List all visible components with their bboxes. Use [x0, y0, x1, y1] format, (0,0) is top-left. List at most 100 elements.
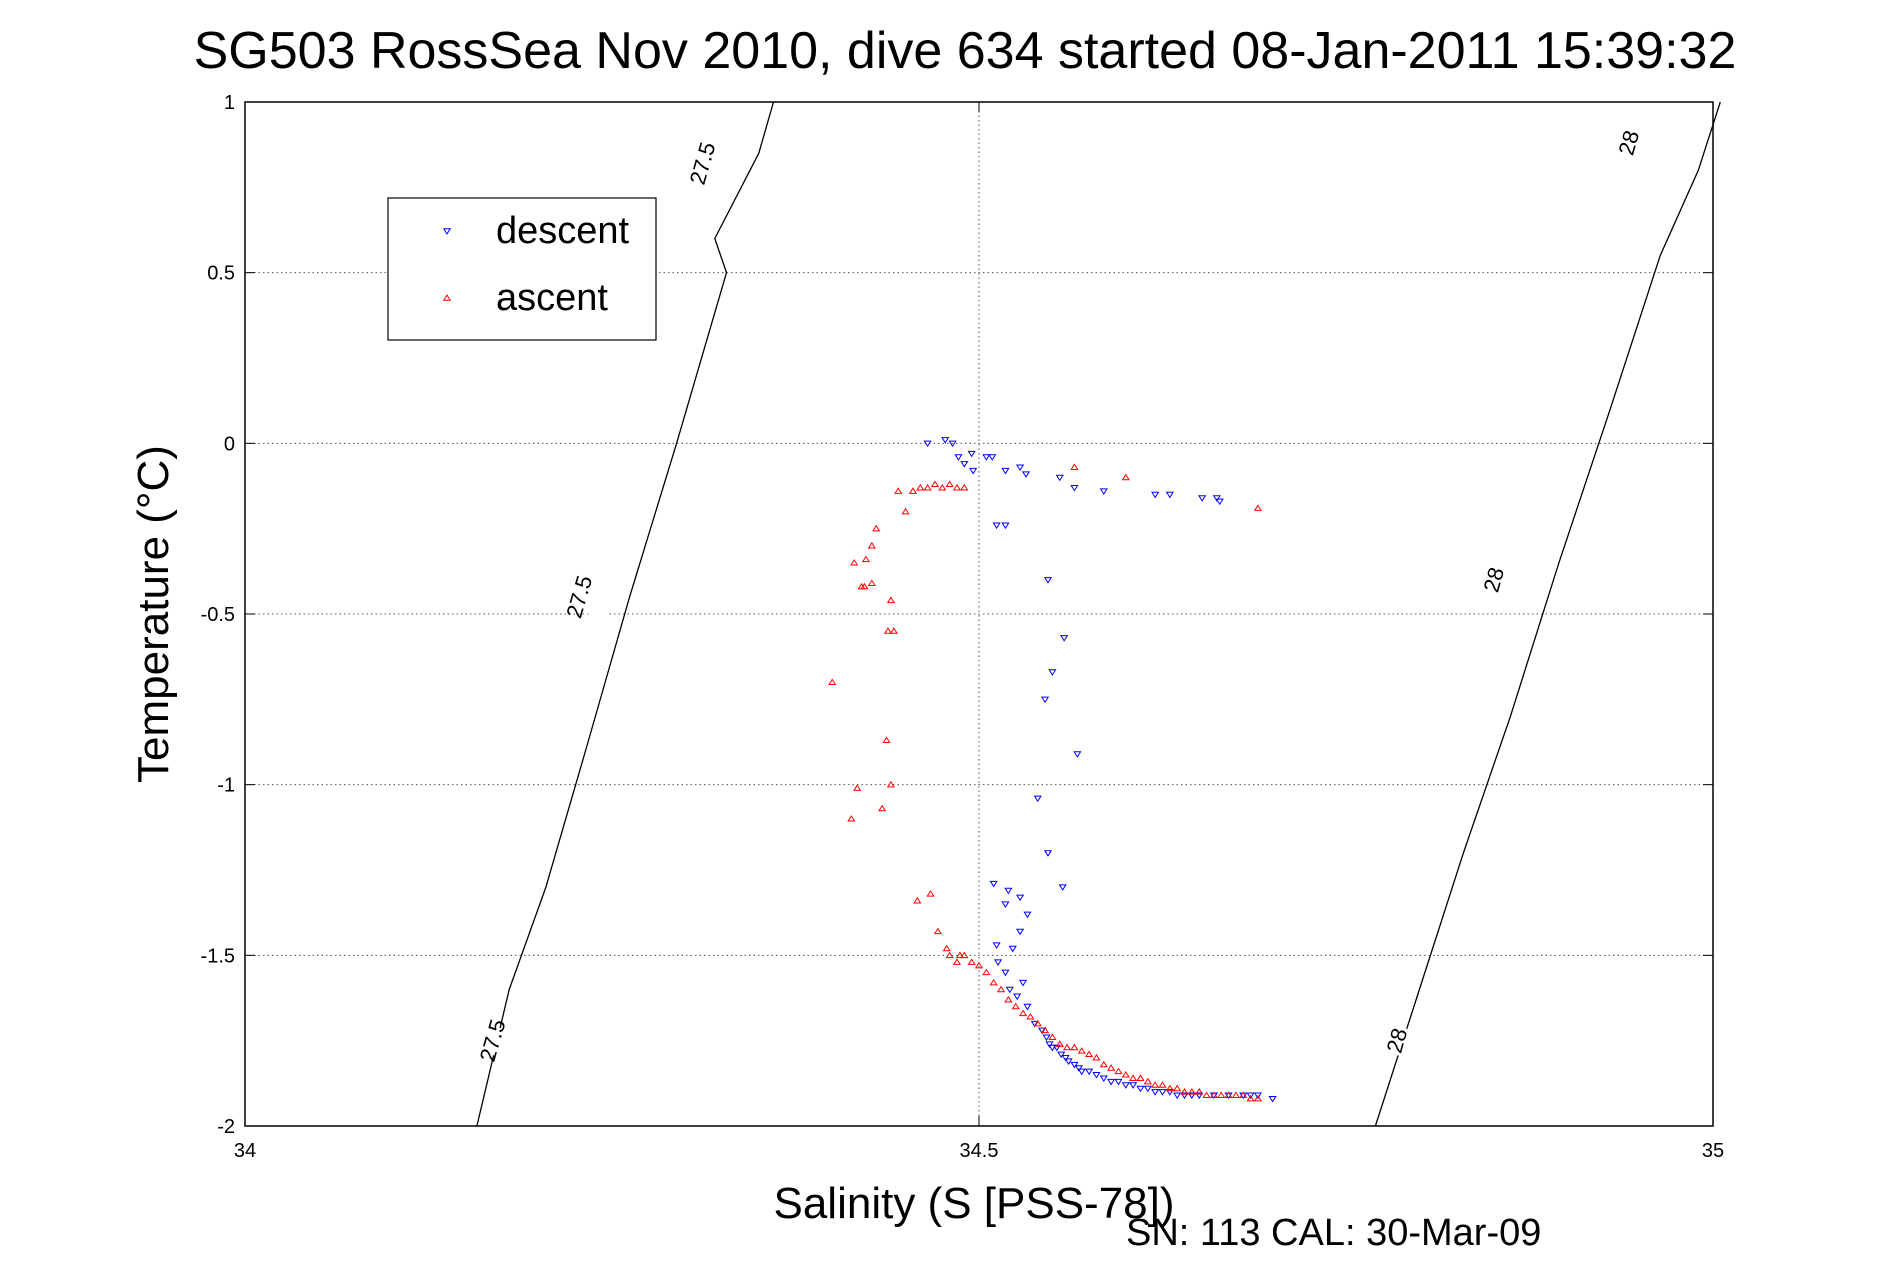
ascent-point [882, 736, 891, 744]
ascent-point [901, 507, 910, 515]
ascent-point [1217, 1091, 1226, 1099]
descent-point [1030, 1020, 1039, 1028]
descent-point [923, 440, 932, 448]
ascent-point [847, 814, 856, 822]
descent-point [969, 467, 978, 475]
descent-point [1040, 696, 1050, 704]
descent-point [1107, 1078, 1116, 1086]
descent-point [1070, 1061, 1079, 1069]
descent-point [1021, 471, 1031, 478]
descent-point [1246, 1092, 1255, 1100]
ascent-point [1033, 1019, 1042, 1027]
descent-point [1253, 1092, 1263, 1100]
ascent-point [894, 487, 903, 494]
ascent-point [989, 978, 998, 986]
descent-point [1058, 884, 1067, 891]
descent-point [1005, 986, 1014, 994]
descent-point [1151, 491, 1160, 499]
ascent-point [853, 784, 862, 791]
descent-point [1165, 491, 1174, 499]
ascent-point [1040, 1026, 1050, 1034]
descent-point [1198, 495, 1207, 502]
x-tick-label: 34 [234, 1140, 256, 1162]
descent-point [1038, 1027, 1047, 1035]
ascent-point [867, 541, 876, 549]
ascent-point [1253, 504, 1263, 511]
descent-point [1143, 1085, 1152, 1093]
ascent-point [952, 483, 962, 491]
y-axis-label: Temperature (°C) [129, 445, 178, 783]
ascent-point [1151, 1081, 1160, 1088]
descent-point [1092, 1072, 1101, 1079]
descent-point [941, 437, 950, 444]
ascent-point [886, 596, 896, 604]
descent-point [1001, 467, 1010, 475]
ascent-point [916, 483, 925, 491]
descent-point [1048, 669, 1057, 676]
descent-point [1114, 1078, 1123, 1086]
descent-point [1173, 1092, 1182, 1100]
ascent-point [908, 487, 918, 494]
descent-point [954, 454, 963, 461]
ascent-point [926, 890, 935, 897]
contour-label-bg [668, 141, 738, 186]
ascent-point [1092, 1053, 1101, 1061]
ascent-point [1165, 1084, 1174, 1092]
ascent-point [1143, 1077, 1152, 1085]
ascent-point [1187, 1088, 1196, 1095]
ascent-point [1048, 1033, 1057, 1040]
descent-point [1070, 484, 1079, 492]
descent-point [1023, 1003, 1032, 1011]
serial-calibration-label: SN: 113 CAL: 30-Mar-09 [1126, 1212, 1541, 1254]
descent-point [1001, 901, 1010, 908]
ascent-point [938, 483, 947, 491]
ascent-point [960, 951, 969, 959]
descent-point [1004, 887, 1013, 895]
descent-point [1045, 1041, 1054, 1048]
y-tick-label: -1 [217, 775, 235, 797]
y-tick-label: 1 [224, 92, 235, 114]
descent-point [960, 461, 969, 468]
contour-label-bg [1594, 120, 1664, 166]
ascent-point [1011, 1002, 1020, 1010]
ascent-point [952, 958, 962, 965]
x-axis-ticks: 34 34.5 35 [234, 102, 1724, 1162]
descent-point [1043, 850, 1053, 857]
ascent-point [1107, 1064, 1116, 1071]
ascent-point [1077, 1047, 1086, 1054]
descent-point [1099, 488, 1108, 495]
descent-point [1215, 498, 1224, 506]
ascent-point [1253, 1094, 1263, 1102]
contour-label-bg [458, 1018, 528, 1063]
descent-point [1060, 635, 1069, 642]
ascent-point [1202, 1091, 1211, 1099]
descent-point [1099, 1075, 1108, 1083]
ascent-point [850, 558, 859, 566]
ascent-point [930, 480, 940, 488]
y-tick-label: -2 [217, 1116, 235, 1138]
descent-point [1074, 1065, 1083, 1072]
y-axis-ticks: 1 0.5 0 -0.5 -1 -1.5 -2 [201, 92, 1713, 1138]
ascent-point [1070, 1043, 1079, 1051]
x-tick-label: 34.5 [960, 1140, 999, 1162]
ascent-point [1158, 1081, 1167, 1088]
ascent-point [1239, 1091, 1248, 1099]
descent-point [1061, 1054, 1070, 1062]
ascent-point [1084, 1050, 1094, 1058]
ascent-point [1136, 1074, 1145, 1081]
descent-point [1055, 474, 1064, 482]
descent-point [1018, 979, 1028, 987]
ascent-point [996, 985, 1006, 993]
descent-point [1195, 1092, 1204, 1100]
ascent-point [960, 483, 969, 491]
descent-point [1212, 495, 1221, 502]
legend: descent ascent [387, 197, 657, 341]
descent-point [948, 440, 957, 448]
ascent-point [1195, 1088, 1204, 1095]
ascent-point [1224, 1091, 1233, 1099]
descent-point [993, 959, 1003, 966]
ascent-point [1070, 463, 1079, 470]
grid-lines [245, 102, 1713, 1126]
descent-point [1129, 1082, 1138, 1089]
